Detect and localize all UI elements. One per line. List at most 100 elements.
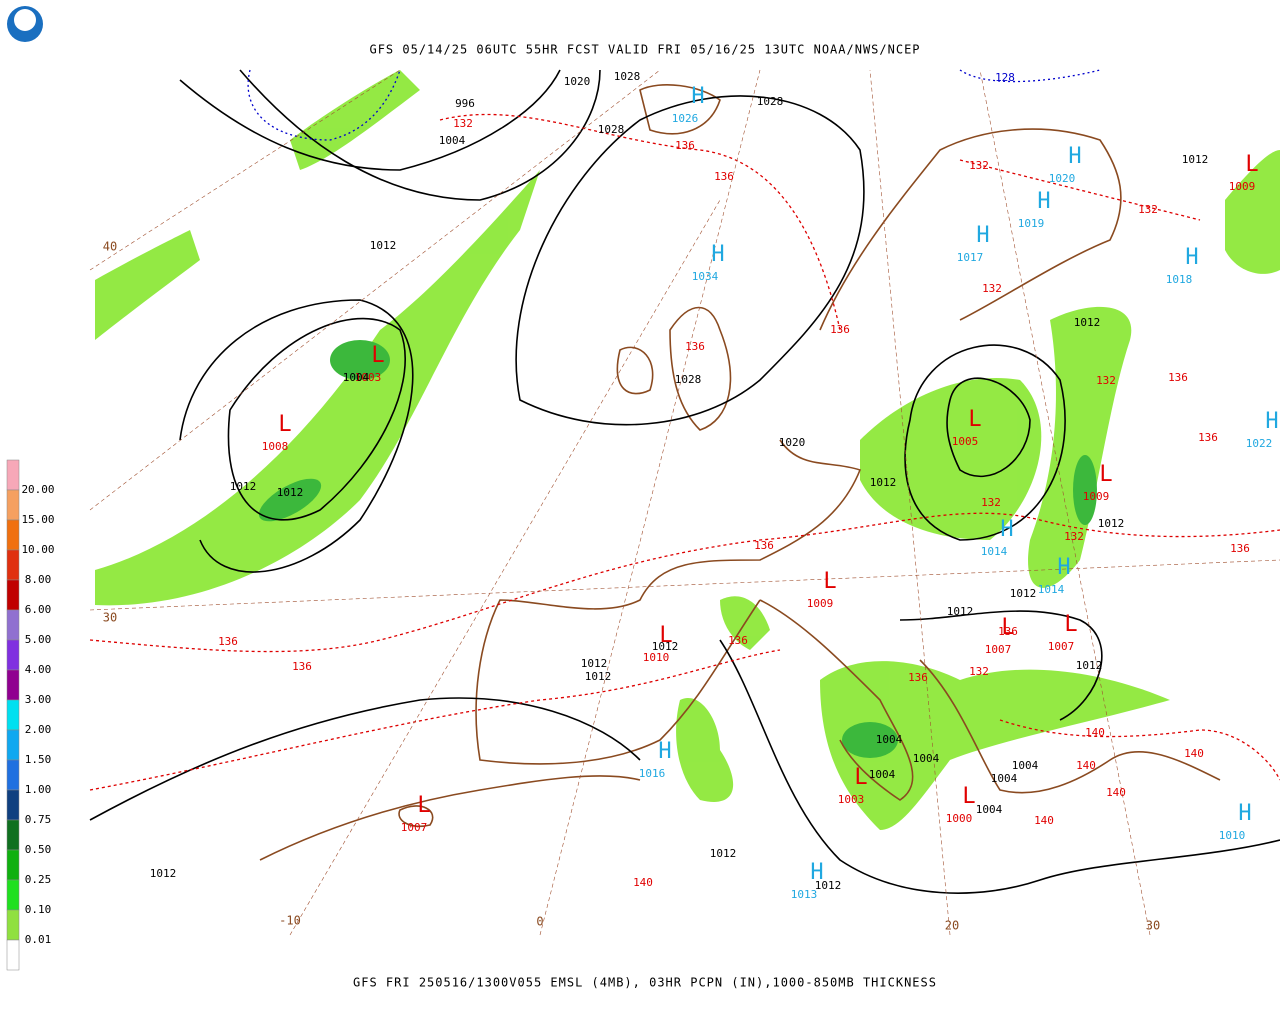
isobar-label: 1012	[585, 670, 612, 683]
coastlines	[259, 84, 1221, 861]
high-value: 1016	[639, 767, 666, 780]
map-title: GFS 05/14/25 06UTC 55HR FCST VALID FRI 0…	[369, 43, 920, 57]
low-symbol: L	[1245, 152, 1258, 177]
high-symbol: H	[1185, 245, 1198, 270]
legend-swatch	[6, 609, 20, 641]
high-value: 1017	[957, 251, 984, 264]
legend-swatch	[6, 669, 20, 701]
isobar-label: 1012	[277, 486, 304, 499]
grid-label: 0	[536, 915, 543, 929]
isobar-label: 1012	[870, 476, 897, 489]
legend-swatch	[6, 759, 20, 791]
low-symbol: L	[659, 623, 672, 648]
isobar-label: 1012	[1076, 659, 1103, 672]
legend-swatch	[6, 819, 20, 851]
high-symbol: H	[1265, 409, 1278, 434]
isobar-label: 1028	[675, 373, 702, 386]
high-value: 1014	[1038, 583, 1065, 596]
thickness-label: 132	[453, 117, 473, 130]
thickness-label: 140	[1106, 786, 1126, 799]
low-value: 1007	[401, 821, 428, 834]
thickness-label: 140	[633, 876, 653, 889]
thickness-label: 136	[685, 340, 705, 353]
isobar-label: 1028	[757, 95, 784, 108]
low-value: 1008	[262, 440, 289, 453]
isobar-label: 1020	[564, 75, 591, 88]
low-symbol: L	[854, 765, 867, 790]
isobar-label: 1012	[1182, 153, 1209, 166]
map-labels: H 1026 H 1034 H 1020 H 1019 H 1017 H 1018 H 1014 H 1014…	[103, 70, 1279, 933]
low-symbol: L	[1001, 615, 1014, 640]
low-symbol: L	[278, 412, 291, 437]
legend-label: 3.00	[25, 693, 52, 706]
thickness-label: 136	[292, 660, 312, 673]
isobar-label: 1012	[947, 605, 974, 618]
thickness-label: 132	[982, 282, 1002, 295]
low-value: 1010	[643, 651, 670, 664]
legend-label: 1.00	[25, 783, 52, 796]
legend-swatch	[6, 729, 20, 761]
isobar-label: 128	[995, 71, 1015, 84]
precip-heavy	[258, 340, 1097, 758]
low-value: 1009	[807, 597, 834, 610]
legend-swatch	[6, 879, 20, 911]
isobar-label: 1004	[991, 772, 1018, 785]
low-value: 1003	[838, 793, 865, 806]
thickness-label: 140	[1085, 726, 1105, 739]
thickness-label: 136	[714, 170, 734, 183]
legend-label: 2.00	[25, 723, 52, 736]
thickness-label: 132	[1138, 203, 1158, 216]
thickness-label: 136	[1168, 371, 1188, 384]
isobar-label: 1004	[876, 733, 903, 746]
legend-swatch	[6, 699, 20, 731]
thickness-label: 136	[754, 539, 774, 552]
high-symbol: H	[810, 860, 823, 885]
legend-swatch-none	[6, 939, 20, 971]
isobars	[89, 69, 1280, 894]
isobar-label: 1012	[370, 239, 397, 252]
noaa-logo-inner	[14, 9, 36, 31]
isobar-label: 1012	[230, 480, 257, 493]
low-symbol: L	[1099, 462, 1112, 487]
isobar-label: 1012	[581, 657, 608, 670]
legend-label: 1.50	[25, 753, 52, 766]
grid-label: 20	[945, 919, 959, 933]
isobar-label: 1004	[1012, 759, 1039, 772]
low-symbol: L	[823, 569, 836, 594]
legend-label: 0.01	[25, 933, 52, 946]
map-caption: GFS FRI 250516/1300V055 EMSL (4MB), 03HR…	[353, 976, 937, 990]
low-symbol: L	[417, 793, 430, 818]
high-symbol: H	[1057, 555, 1070, 580]
high-symbol: H	[691, 84, 704, 109]
isobar-label: 1012	[1010, 587, 1037, 600]
legend-label: 8.00	[25, 573, 52, 586]
legend-label: 0.75	[25, 813, 52, 826]
high-value: 1010	[1219, 829, 1246, 842]
high-symbol: H	[976, 223, 989, 248]
high-value: 1026	[672, 112, 699, 125]
thickness-128	[247, 69, 1101, 141]
legend-swatch	[6, 459, 20, 491]
high-symbol: H	[658, 739, 671, 764]
thickness-label: 140	[1076, 759, 1096, 772]
low-value: 1005	[952, 435, 979, 448]
low-symbol: L	[962, 784, 975, 809]
legend: 20.00 15.00 10.00 8.00 6.00 5.00 4.00 3.00 2.00 1…	[6, 459, 55, 971]
isobar-label: 1004	[913, 752, 940, 765]
thickness-label: 132	[1096, 374, 1116, 387]
map	[89, 67, 1280, 936]
isobar-label: 1004	[439, 134, 466, 147]
legend-label: 6.00	[25, 603, 52, 616]
isobar-label: 1004	[976, 803, 1003, 816]
high-value: 1019	[1018, 217, 1045, 230]
high-symbol: H	[711, 242, 724, 267]
high-symbol: H	[1068, 144, 1081, 169]
high-value: 1034	[692, 270, 719, 283]
thickness-label: 140	[1034, 814, 1054, 827]
thickness-label: 136	[728, 634, 748, 647]
legend-label: 10.00	[21, 543, 54, 556]
grid-label: 30	[103, 611, 117, 625]
thickness-label: 132	[1064, 530, 1084, 543]
legend-label: 0.10	[25, 903, 52, 916]
low-symbol: L	[371, 343, 384, 368]
